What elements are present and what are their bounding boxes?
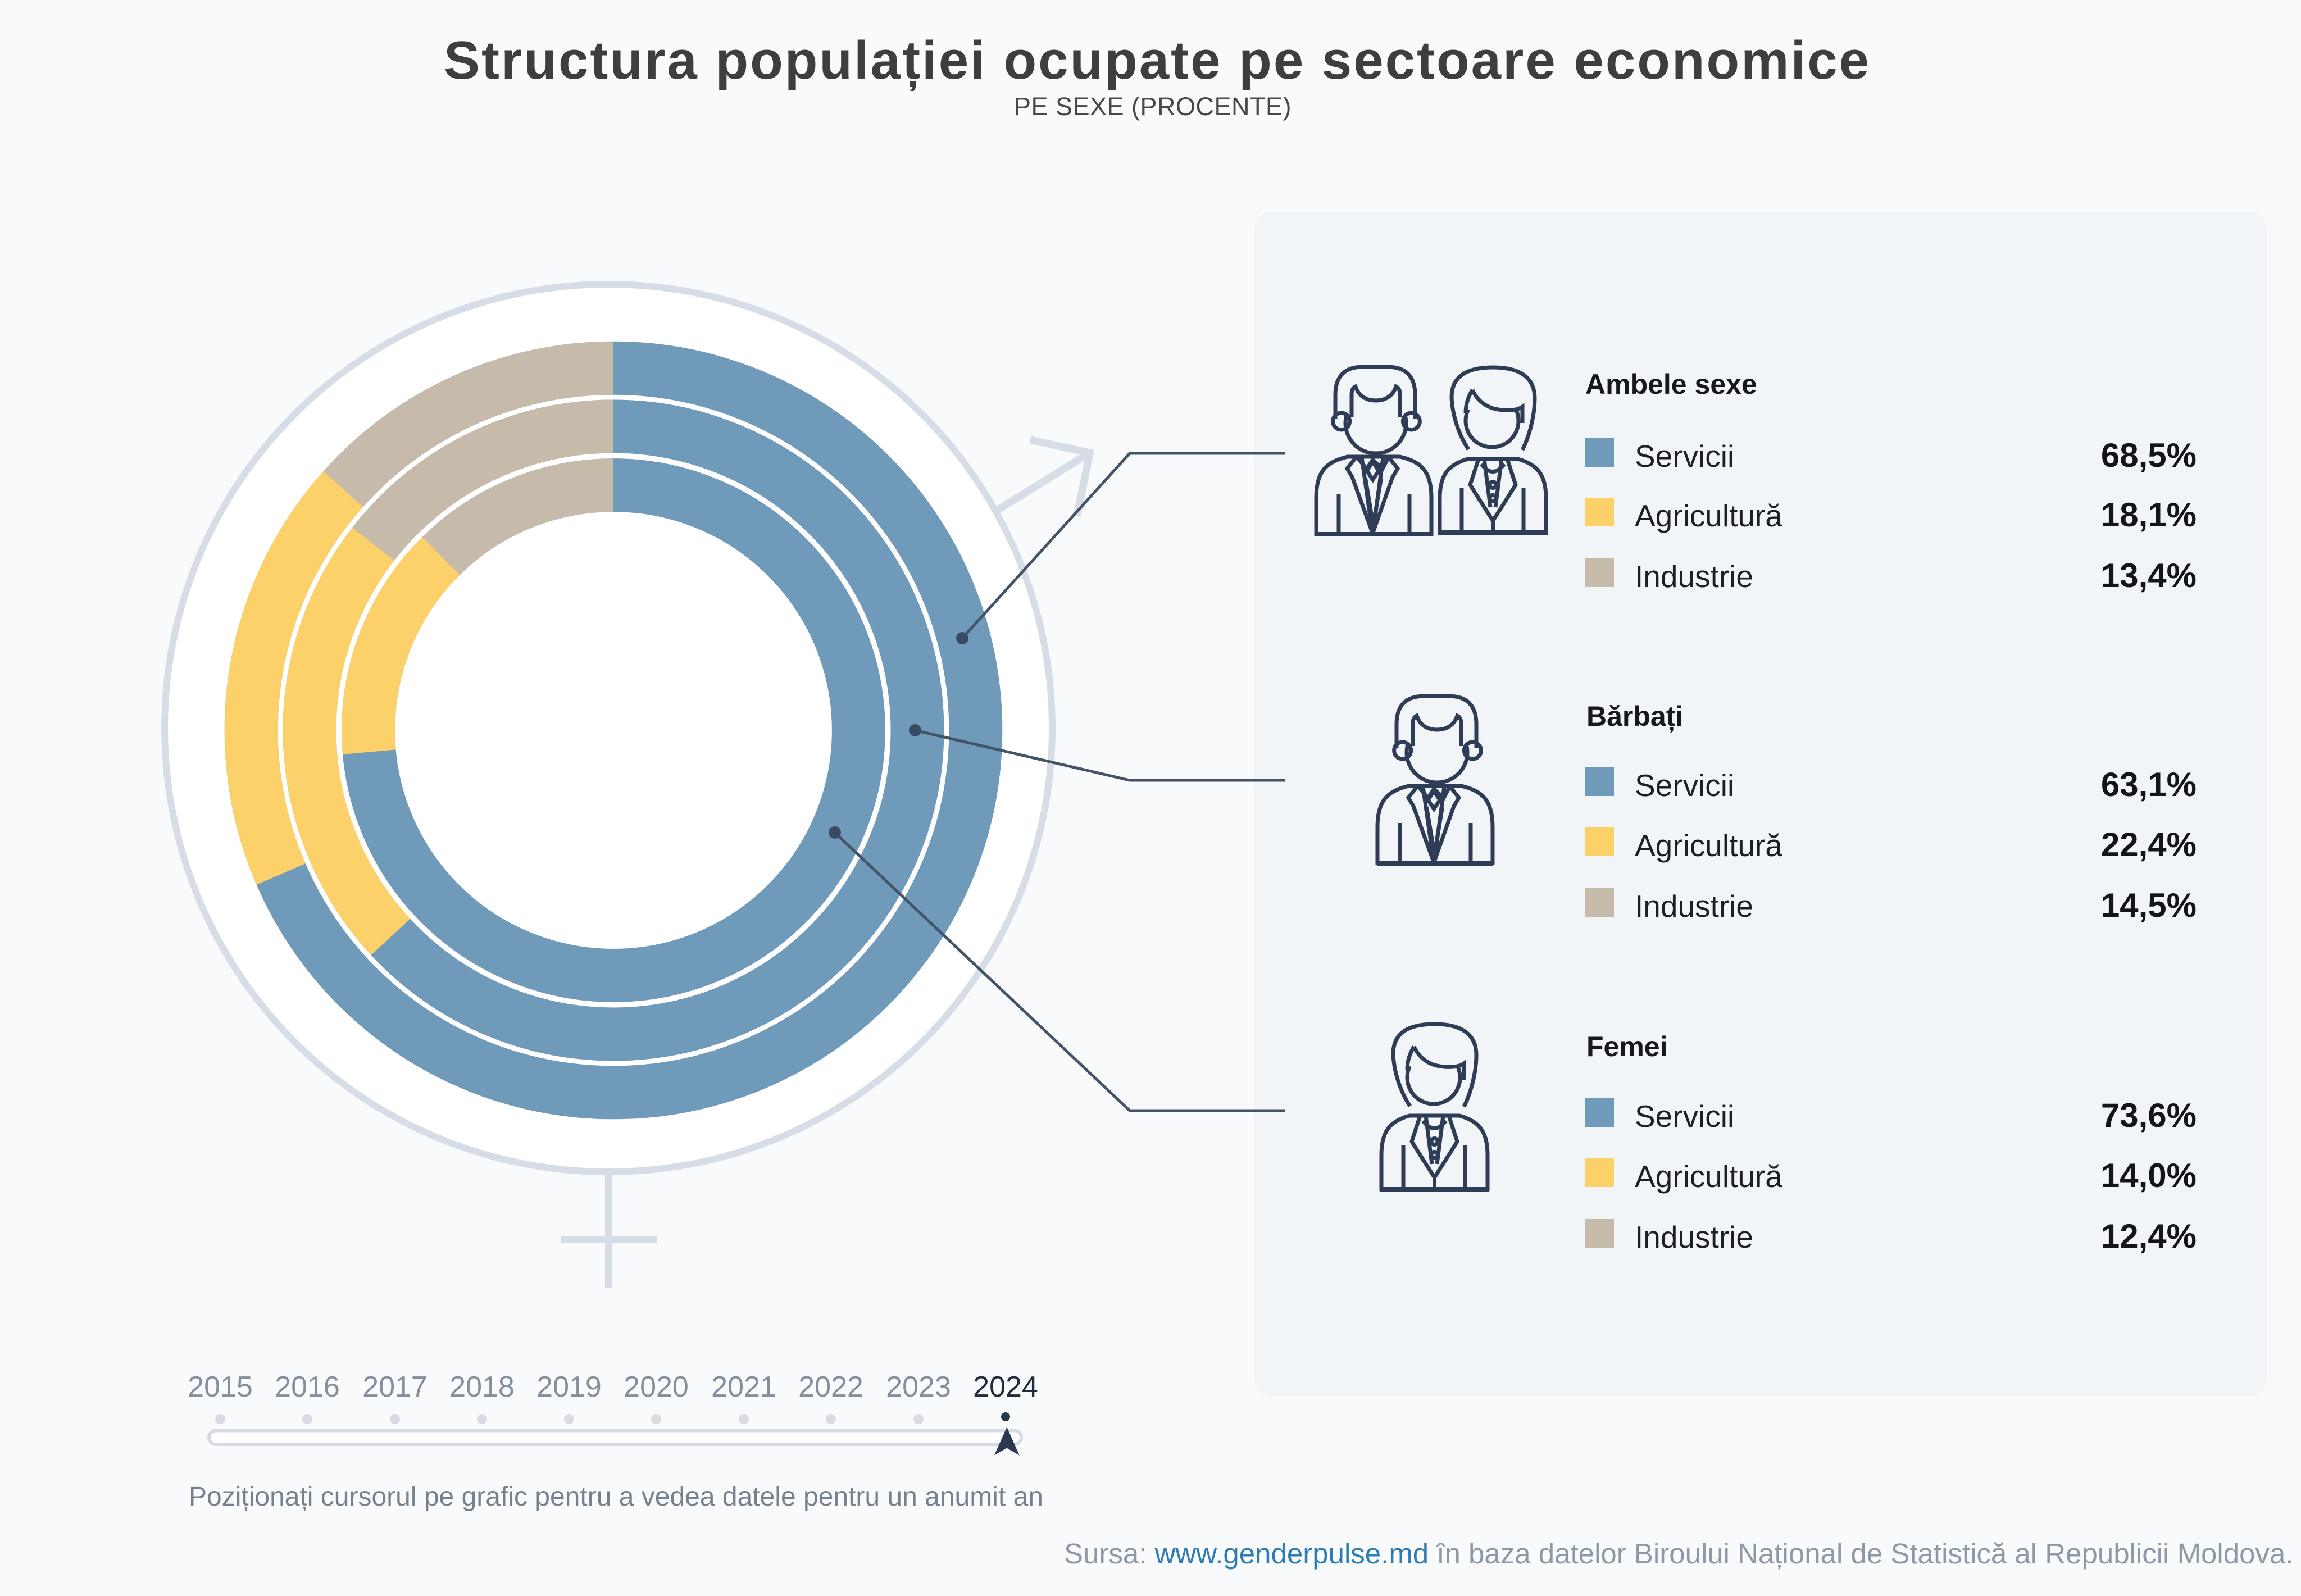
svg-text:2024: 2024 — [973, 1371, 1038, 1403]
svg-text:Structura populației ocupate p: Structura populației ocupate pe sectoare… — [444, 30, 1871, 91]
svg-text:Servicii: Servicii — [1635, 439, 1734, 474]
svg-text:2016: 2016 — [275, 1371, 340, 1403]
svg-text:Femei: Femei — [1586, 1031, 1668, 1062]
svg-text:Industrie: Industrie — [1635, 559, 1753, 594]
svg-text:Servicii: Servicii — [1635, 1099, 1734, 1134]
svg-text:PE SEXE (PROCENTE): PE SEXE (PROCENTE) — [1014, 92, 1292, 121]
svg-text:2023: 2023 — [886, 1371, 951, 1403]
svg-text:Agricultură: Agricultură — [1635, 498, 1782, 533]
svg-text:63,1%: 63,1% — [2101, 766, 2197, 803]
svg-text:68,5%: 68,5% — [2101, 436, 2197, 474]
svg-text:Bărbați: Bărbați — [1586, 701, 1683, 732]
svg-text:12,4%: 12,4% — [2101, 1217, 2197, 1255]
svg-text:14,0%: 14,0% — [2101, 1157, 2197, 1194]
svg-text:2020: 2020 — [624, 1371, 689, 1403]
svg-text:13,4%: 13,4% — [2101, 557, 2197, 594]
svg-text:2022: 2022 — [798, 1371, 863, 1403]
svg-text:Poziționați cursorul pe grafic: Poziționați cursorul pe grafic pentru a … — [189, 1482, 1043, 1512]
svg-text:22,4%: 22,4% — [2101, 826, 2197, 863]
svg-text:Agricultură: Agricultură — [1635, 1159, 1782, 1194]
svg-text:Servicii: Servicii — [1635, 768, 1734, 803]
svg-text:Ambele sexe: Ambele sexe — [1585, 369, 1757, 400]
svg-text:Industrie: Industrie — [1635, 889, 1753, 924]
svg-text:14,5%: 14,5% — [2101, 886, 2197, 924]
svg-text:2015: 2015 — [188, 1371, 253, 1403]
svg-text:Industrie: Industrie — [1635, 1220, 1753, 1254]
svg-text:2018: 2018 — [449, 1371, 515, 1403]
svg-text:2017: 2017 — [362, 1371, 428, 1403]
svg-text:Agricultură: Agricultură — [1635, 828, 1782, 863]
svg-text:Sursa: www.genderpulse.md în b: Sursa: www.genderpulse.md în baza datelo… — [1064, 1538, 2294, 1570]
svg-text:73,6%: 73,6% — [2101, 1097, 2197, 1134]
svg-text:2019: 2019 — [536, 1371, 602, 1403]
svg-text:18,1%: 18,1% — [2101, 496, 2197, 534]
svg-text:2021: 2021 — [711, 1371, 776, 1403]
